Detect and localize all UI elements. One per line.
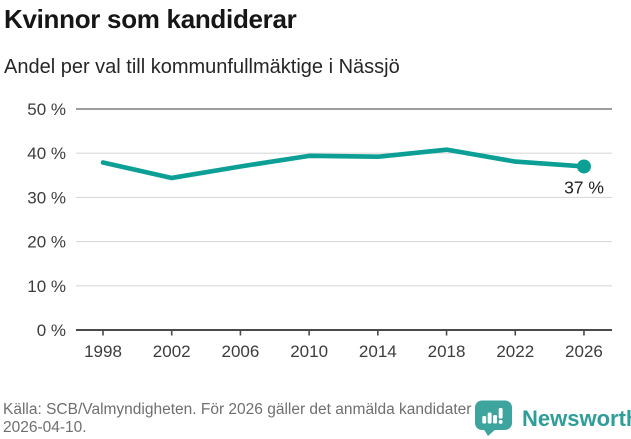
end-point-label: 37 % [564, 177, 604, 197]
y-tick-label: 40 % [27, 144, 66, 163]
y-tick-label: 10 % [27, 277, 66, 296]
x-tick-label: 2006 [222, 342, 260, 361]
end-point [576, 159, 591, 174]
x-tick-label: 1998 [84, 342, 122, 361]
x-tick-label: 2026 [565, 342, 603, 361]
newsworthy-logo: Newsworthy [474, 400, 631, 437]
newsworthy-wordmark: Newsworthy [522, 405, 631, 431]
x-tick-label: 2002 [153, 342, 191, 361]
chart-title: Kvinnor som kandiderar [4, 4, 297, 34]
y-tick-label: 20 % [27, 233, 66, 252]
y-tick-label: 0 % [37, 321, 66, 340]
y-tick-label: 50 % [27, 100, 66, 119]
x-tick-label: 2018 [428, 342, 466, 361]
source-note: Källa: SCB/Valmyndigheten. För 2026 gäll… [3, 401, 472, 436]
x-tick-label: 2022 [496, 342, 534, 361]
line-chart: 0 % 10 % 20 % 30 % 40 % 50 % 1998 2002 2006 2010 2… [27, 100, 612, 361]
chart-subtitle: Andel per val till kommunfullmäktige i N… [4, 56, 400, 78]
y-tick-label: 30 % [27, 188, 66, 207]
newsworthy-icon [475, 400, 512, 436]
x-tick-label: 2014 [359, 342, 397, 361]
x-tick-label: 2010 [290, 342, 328, 361]
data-line [100, 147, 587, 181]
